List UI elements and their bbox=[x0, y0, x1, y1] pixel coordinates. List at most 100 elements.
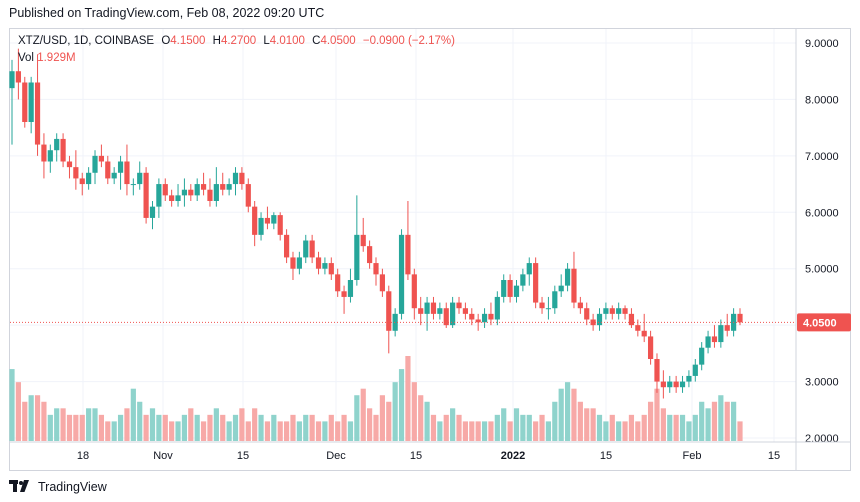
volume-bar bbox=[34, 395, 41, 441]
volume-bar bbox=[322, 421, 328, 441]
volume-bar bbox=[501, 408, 507, 441]
candle-body bbox=[686, 375, 692, 382]
candle-body bbox=[705, 336, 711, 348]
candle-body bbox=[137, 172, 143, 185]
candle-body bbox=[117, 161, 124, 173]
volume-bar bbox=[533, 421, 539, 441]
candle-body bbox=[367, 246, 373, 264]
volume-bar bbox=[450, 408, 456, 441]
tradingview-brand: TradingView bbox=[38, 480, 107, 494]
y-tick-label: 9.0000 bbox=[805, 38, 839, 50]
candle-body bbox=[692, 364, 698, 376]
candle-body bbox=[181, 189, 188, 196]
x-tick-label: 15 bbox=[768, 450, 780, 462]
volume-bar bbox=[577, 401, 583, 441]
volume-bar bbox=[552, 401, 558, 441]
volume-bar bbox=[386, 401, 392, 441]
candle-body bbox=[577, 302, 583, 309]
volume-bar bbox=[584, 408, 590, 441]
volume-bar bbox=[660, 408, 666, 441]
candle-body bbox=[98, 155, 105, 162]
volume-bar bbox=[367, 408, 373, 441]
volume-bar bbox=[379, 395, 385, 441]
y-tick-label: 7.0000 bbox=[805, 151, 839, 163]
volume-bar bbox=[9, 369, 15, 441]
candle-body bbox=[660, 381, 666, 388]
candle-body bbox=[418, 308, 424, 314]
volume-bar bbox=[411, 382, 417, 441]
candle-body bbox=[424, 302, 430, 314]
volume-bar bbox=[590, 408, 596, 441]
candle-body bbox=[437, 308, 443, 314]
candle-body bbox=[347, 280, 354, 297]
candle-body bbox=[296, 257, 302, 269]
candle-body bbox=[456, 302, 462, 309]
axes: 9.00008.00007.00006.00005.00004.00003.00… bbox=[10, 29, 851, 471]
candlestick-chart[interactable]: 9.00008.00007.00006.00005.00004.00003.00… bbox=[0, 0, 860, 472]
volume-bar bbox=[609, 414, 615, 441]
candle-body bbox=[584, 308, 590, 320]
volume-bar bbox=[124, 408, 130, 441]
volume-bar bbox=[137, 401, 143, 441]
volume-bar bbox=[277, 421, 283, 441]
volume-bar bbox=[373, 414, 379, 441]
volume-bar bbox=[111, 421, 117, 441]
candle-body bbox=[200, 184, 207, 190]
volume-bar bbox=[507, 421, 513, 441]
volume-bar bbox=[481, 421, 488, 441]
candle-body bbox=[501, 280, 507, 297]
candle-body bbox=[322, 263, 328, 269]
candle-body bbox=[360, 234, 366, 247]
candle-body bbox=[724, 325, 730, 331]
volume-bar bbox=[347, 421, 354, 441]
y-tick-label: 6.0000 bbox=[805, 207, 839, 219]
volume-bar bbox=[264, 421, 271, 441]
x-tick-label: 15 bbox=[237, 450, 249, 462]
volume-bar bbox=[469, 421, 475, 441]
candle-body bbox=[673, 381, 679, 388]
volume-bar bbox=[430, 414, 437, 441]
published-caption: Published on TradingView.com, Feb 08, 20… bbox=[9, 6, 325, 20]
candle-body bbox=[54, 138, 60, 151]
symbol-label: XTZ/USD, 1D, COINBASE bbox=[18, 35, 155, 47]
candle-body bbox=[239, 172, 245, 185]
volume-bar bbox=[596, 414, 603, 441]
volume-bar bbox=[647, 401, 654, 441]
volume-bar bbox=[692, 414, 698, 441]
volume-bar bbox=[398, 369, 405, 441]
volume-bar bbox=[175, 421, 181, 441]
y-tick-label: 8.0000 bbox=[805, 94, 839, 106]
volume-bar bbox=[328, 414, 334, 441]
volume-bar bbox=[622, 421, 628, 441]
candle-body bbox=[271, 215, 277, 224]
chart-frame bbox=[9, 28, 851, 471]
candle-body bbox=[15, 71, 21, 83]
x-tick-label: Feb bbox=[683, 450, 702, 462]
volume-bar bbox=[226, 421, 232, 441]
candle-body bbox=[450, 302, 456, 326]
volume-value: 1.929M bbox=[37, 52, 76, 64]
volume-bar bbox=[181, 414, 188, 441]
volume-label: Vol bbox=[18, 52, 34, 64]
volume-bar bbox=[194, 414, 200, 441]
close-value: 4.0500 bbox=[320, 35, 356, 47]
low-label: L bbox=[263, 35, 270, 47]
candle-body bbox=[469, 313, 475, 320]
candle-body bbox=[105, 161, 111, 179]
candle-body bbox=[328, 263, 334, 275]
x-tick-label: Dec bbox=[326, 450, 346, 462]
last-price-badge bbox=[797, 313, 851, 332]
candle-body bbox=[277, 215, 283, 235]
candle-body bbox=[169, 195, 175, 201]
candle-body bbox=[507, 280, 513, 297]
y-tick-label: 2.0000 bbox=[805, 433, 839, 445]
candle-body bbox=[86, 172, 92, 185]
candle-body bbox=[290, 257, 296, 269]
candle-body bbox=[213, 184, 219, 201]
candle-body bbox=[41, 144, 47, 162]
volume-bar bbox=[239, 408, 245, 441]
candle-body bbox=[92, 155, 98, 173]
high-value: 4.2700 bbox=[220, 35, 257, 47]
volume-bar bbox=[162, 414, 168, 441]
candle-body bbox=[711, 336, 718, 343]
